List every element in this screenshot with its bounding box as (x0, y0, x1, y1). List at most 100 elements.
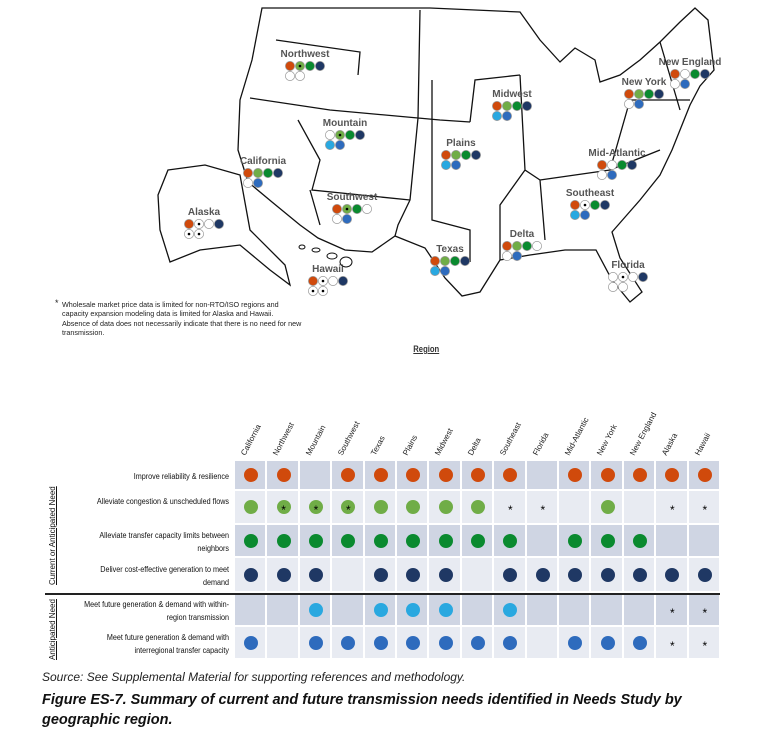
map-region-label: New York (622, 77, 667, 88)
table-cell (235, 594, 268, 625)
map-need-dot (680, 79, 690, 89)
table-cell (429, 594, 462, 625)
need-dot (406, 567, 421, 582)
table-cell (235, 525, 268, 556)
map-need-dot (253, 178, 263, 188)
table-cell (591, 558, 624, 591)
need-dot (665, 567, 680, 582)
map-need-dot (430, 266, 440, 276)
map-region-label: Plains (446, 138, 476, 149)
column-header: Mid-Atlantic (563, 415, 591, 457)
map-need-dot (624, 89, 634, 99)
need-dot (568, 635, 583, 650)
map-need-dot (502, 251, 512, 261)
need-dot (632, 533, 647, 548)
map-need-dot (325, 130, 335, 140)
need-dot (600, 500, 615, 514)
map-need-dot (352, 204, 362, 214)
map-need-dot (617, 160, 627, 170)
region-axis-title: Region (413, 344, 440, 354)
need-dot (406, 635, 421, 650)
table-cell (299, 461, 333, 489)
map-need-dot (362, 204, 372, 214)
map-need-dot (700, 69, 710, 79)
limited-data-star: * (702, 605, 708, 620)
map-need-dot (273, 168, 283, 178)
table-cell (656, 461, 689, 489)
map-need-dot (450, 256, 460, 266)
table-cell (429, 525, 462, 556)
need-dot (276, 468, 291, 482)
need-dot (244, 533, 259, 548)
table-cell (526, 594, 559, 625)
map-need-dot (644, 89, 654, 99)
table-cell (235, 558, 268, 591)
table-cell (397, 627, 430, 658)
table-cell (429, 491, 462, 523)
table-cell (526, 525, 559, 556)
need-dot (503, 635, 518, 650)
table-cell (299, 525, 333, 556)
column-header: New York (595, 422, 620, 457)
need-dot (276, 500, 291, 514)
need-dot (632, 635, 647, 650)
limited-data-star: * (346, 503, 351, 517)
limited-data-star: * (313, 503, 319, 517)
need-dot (503, 602, 518, 617)
table-cell (461, 627, 495, 658)
column-header: Hawaii (692, 431, 712, 457)
map-need-dot (214, 219, 224, 229)
table-cell (688, 461, 721, 489)
map-need-dot (638, 272, 648, 282)
need-dot (470, 468, 485, 482)
table-cell: * (656, 627, 689, 658)
map-region-label: Mountain (323, 118, 367, 129)
table-cell: * (299, 491, 333, 523)
need-dot (632, 468, 647, 482)
table-cell (494, 525, 527, 556)
table-cell (494, 594, 527, 625)
table-cell (494, 461, 527, 489)
map-need-dot (522, 101, 532, 111)
map-region-markers: Northwest Mountain California Alaska Southwe… (184, 49, 721, 296)
map-need-dot (502, 111, 512, 121)
map-need-dot (607, 170, 617, 180)
need-dot (308, 567, 323, 582)
table-cell (656, 525, 689, 556)
map-region-label: Hawaii (312, 264, 344, 275)
map-star-marker (321, 279, 325, 283)
table-cell (267, 594, 300, 625)
table-cell (364, 627, 397, 658)
need-dot (503, 567, 518, 582)
map-star-marker (298, 64, 302, 68)
map-need-dot (492, 101, 502, 111)
need-dot (373, 533, 388, 548)
group-separator (45, 593, 720, 595)
need-dot (568, 533, 583, 548)
map-need-dot (345, 130, 355, 140)
table-cell (559, 627, 592, 658)
row-label: Meet future generation & demand with int… (106, 632, 229, 655)
column-header: Midwest (433, 426, 456, 457)
table-cell (299, 627, 333, 658)
map-need-dot (325, 140, 335, 150)
table-cell: * (526, 491, 559, 523)
need-dot (600, 533, 615, 548)
table-cell (267, 558, 300, 591)
table-cell: * (688, 627, 721, 658)
region-boundaries (249, 9, 690, 262)
map-need-dot (315, 61, 325, 71)
table-cell (364, 525, 397, 556)
need-dot (568, 567, 583, 582)
need-dot (308, 500, 323, 514)
column-header: New England (627, 410, 659, 457)
need-dot (406, 468, 421, 482)
table-cell (332, 594, 365, 625)
us-region-map: Northwest Mountain California Alaska Southwe… (157, 7, 721, 303)
map-need-dot (608, 272, 618, 282)
map-need-dot (512, 241, 522, 251)
map-need-dot (440, 266, 450, 276)
table-cell (461, 461, 495, 489)
map-star-marker (311, 289, 315, 293)
map-need-dot (204, 219, 214, 229)
